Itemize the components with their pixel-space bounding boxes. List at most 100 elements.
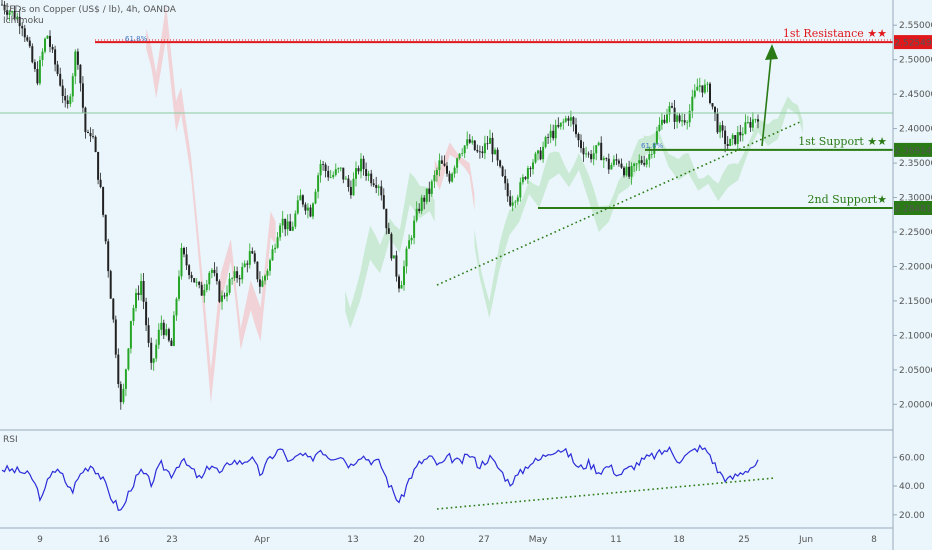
candle-body (170, 340, 173, 346)
candle-body (107, 241, 110, 272)
candle-body (46, 35, 49, 39)
candle-body (135, 292, 137, 309)
candle-body (569, 117, 572, 121)
candle-body (706, 83, 709, 85)
time-tick-label: 25 (738, 535, 749, 545)
candle-body (81, 83, 84, 108)
candle-body (269, 260, 271, 271)
candle-body (420, 197, 423, 211)
candle-body (51, 47, 54, 50)
candle-body (360, 158, 362, 172)
candle-body (691, 96, 694, 111)
candle-body (473, 140, 476, 150)
candle-body (600, 142, 603, 161)
level-name: 2nd Support★ (808, 193, 888, 206)
candle-body (577, 134, 580, 141)
time-tick-label: 9 (37, 535, 43, 545)
candle-body (44, 38, 46, 52)
candle-body (160, 322, 163, 330)
candle-body (501, 166, 504, 176)
candle-body (92, 136, 94, 137)
candle-body (392, 255, 395, 259)
candle-body (688, 110, 691, 123)
level-name: 1st Resistance ★★ (783, 27, 887, 40)
candle-body (264, 275, 266, 281)
price-tick-label: 2.55000 (899, 21, 932, 31)
candle-body (516, 197, 519, 202)
candle-body (400, 285, 403, 289)
candle-body (607, 158, 610, 170)
candle-body (521, 177, 524, 183)
candle-body (476, 150, 479, 152)
candle-body (633, 163, 636, 167)
candle-body (317, 175, 320, 192)
candle-body (231, 278, 234, 279)
rsi-pane: 20.00 40.00 60.00 (1, 444, 925, 521)
candle-body (319, 164, 322, 176)
levels: 1st Resistance ★★ 2.52549 1st Support ★★ 2.… (95, 27, 932, 215)
candle-body (380, 186, 383, 196)
candle-body (324, 164, 327, 171)
candle-body (499, 160, 502, 167)
candle-body (31, 46, 34, 63)
candle-body (382, 195, 385, 209)
candle-body (466, 139, 469, 146)
candle-body (671, 106, 673, 108)
candle-body (183, 248, 185, 255)
candle-body (21, 26, 24, 29)
time-tick-label: 20 (413, 535, 425, 545)
arrow-head-icon (765, 44, 778, 60)
candle-body (41, 51, 44, 60)
candle-body (314, 191, 317, 204)
candle-body (403, 266, 405, 286)
candle-body (716, 113, 719, 133)
candle-body (200, 284, 203, 296)
cloud-segment (643, 96, 803, 201)
candle-body (648, 154, 651, 160)
price-tick-label: 2.10000 (899, 331, 932, 341)
candle-body (241, 267, 244, 280)
candle-body (210, 269, 213, 273)
candle-body (299, 195, 302, 201)
price-tick-label: 2.00000 (899, 400, 932, 410)
candle-body (461, 153, 464, 154)
candle-body (703, 84, 706, 93)
candle-body (597, 142, 600, 146)
candle-body (26, 37, 29, 41)
candle-body (281, 218, 284, 226)
candle-body (643, 163, 646, 165)
candle-body (145, 301, 148, 326)
level-price-label: 2.28481 (894, 205, 931, 215)
candle-body (79, 64, 82, 84)
candle-body (233, 271, 236, 279)
time-tick-label: 27 (478, 535, 489, 545)
candle-body (28, 40, 31, 47)
candle-body (650, 154, 653, 155)
candle-body (99, 179, 102, 187)
candle-body (754, 119, 757, 121)
candle-body (734, 135, 737, 144)
candle-body (289, 221, 292, 231)
candle-body (117, 354, 120, 384)
candle-body (253, 253, 256, 262)
candle-body (74, 51, 77, 77)
candle-body (605, 158, 608, 159)
candle-body (658, 124, 661, 131)
candle-body (66, 100, 69, 104)
candle-body (365, 169, 368, 176)
candle-body (693, 90, 696, 97)
candle-body (580, 140, 582, 149)
candle-body (140, 281, 143, 295)
candle-body (119, 384, 122, 403)
candle-body (284, 218, 287, 230)
candle-body (463, 145, 466, 154)
rsi-trendline (436, 477, 776, 510)
candle-body (306, 207, 309, 211)
candle-body (701, 85, 704, 93)
candle-body (709, 83, 711, 103)
candle-body (655, 131, 658, 144)
candle-body (615, 159, 618, 161)
candle-body (157, 329, 160, 345)
candle-body (562, 121, 565, 123)
